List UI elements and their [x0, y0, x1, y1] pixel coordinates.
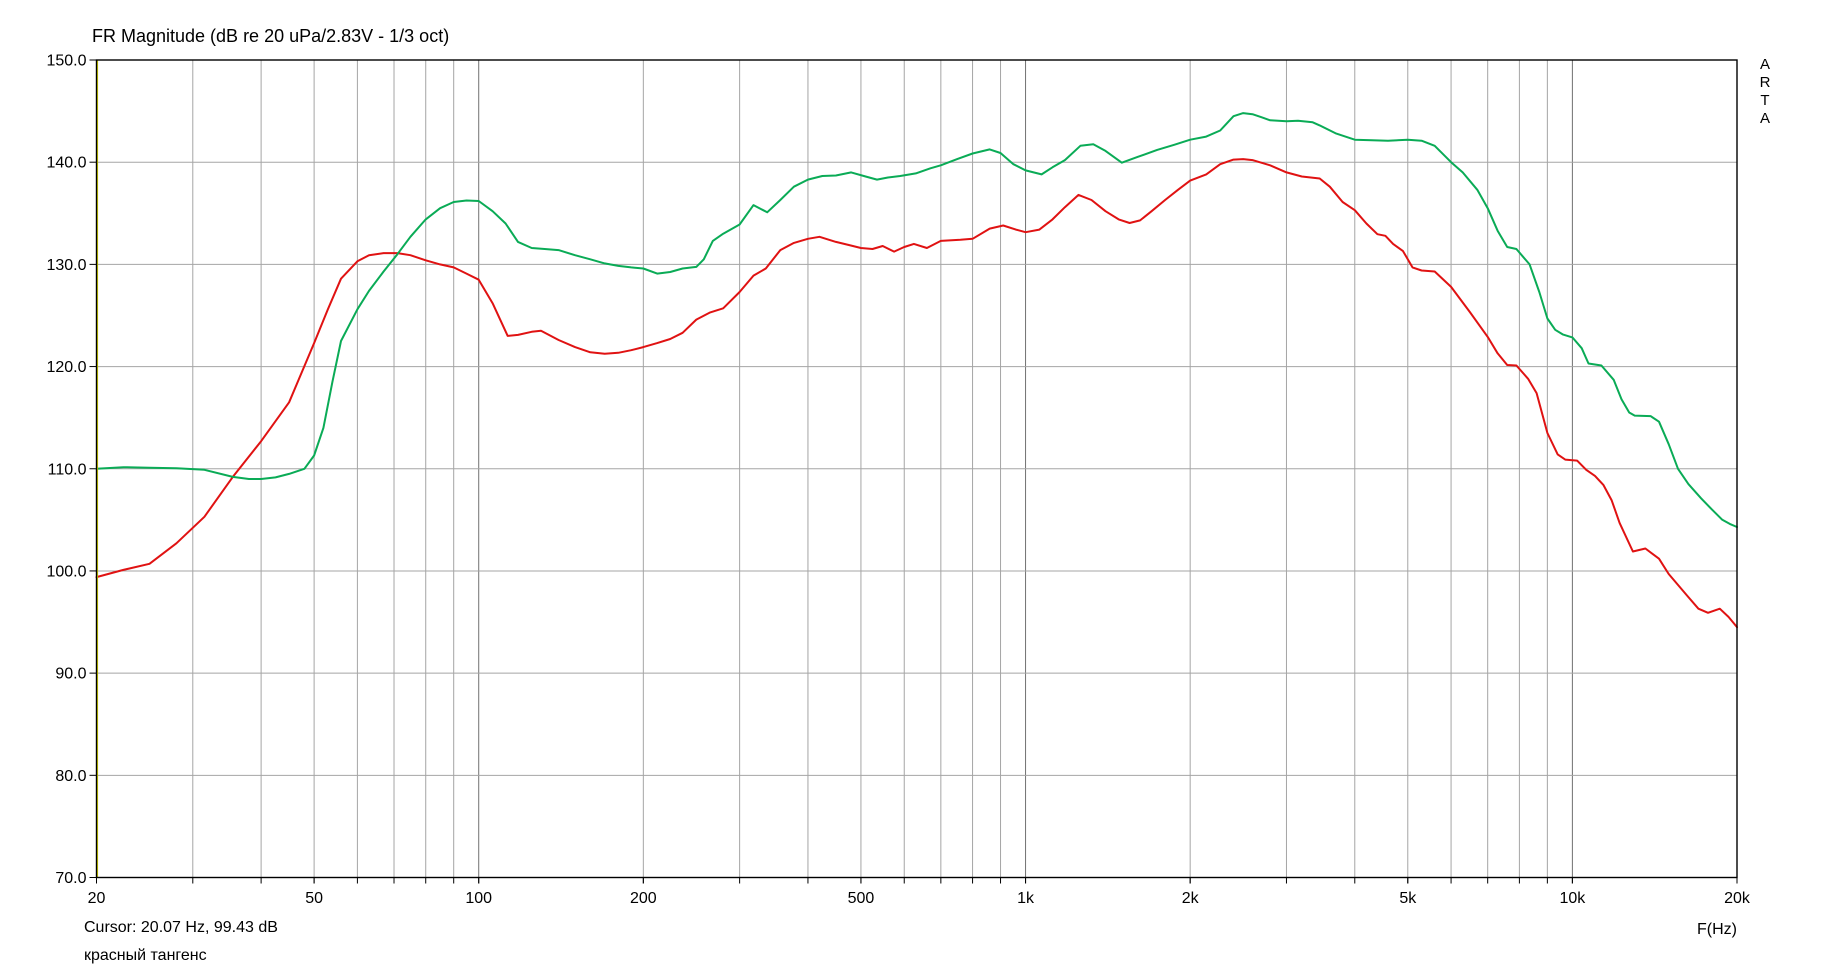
x-axis-tick-label: 1k [1017, 890, 1035, 907]
x-axis-tick-label: 2k [1182, 890, 1200, 907]
x-axis-tick-label: 50 [305, 890, 323, 907]
x-axis-unit-label: F(Hz) [1697, 921, 1737, 938]
x-axis-tick-label: 20 [88, 890, 106, 907]
x-axis-tick-label: 5k [1399, 890, 1417, 907]
y-axis-tick-label: 90.0 [55, 666, 86, 683]
green-curve [95, 112, 1738, 528]
y-axis-tick-label: 100.0 [46, 563, 86, 580]
x-axis-tick-label: 500 [848, 890, 875, 907]
red-curve [95, 158, 1738, 629]
y-axis-tick-label: 140.0 [46, 155, 86, 172]
cursor-readout: Cursor: 20.07 Hz, 99.43 dB [84, 919, 278, 936]
y-axis-tick-label: 110.0 [48, 461, 87, 478]
y-axis-tick-label: 70.0 [55, 870, 86, 887]
chart-title: FR Magnitude (dB re 20 uPa/2.83V - 1/3 o… [92, 26, 450, 46]
plot-frame [95, 59, 1738, 879]
x-axis-tick-label: 100 [465, 890, 492, 907]
x-axis-tick-label: 20k [1724, 890, 1751, 907]
y-axis-tick-label: 80.0 [55, 768, 86, 785]
y-axis-tick-label: 120.0 [46, 359, 86, 376]
y-axis-tick-label: 150.0 [46, 53, 86, 70]
x-axis-tick-label: 10k [1559, 890, 1586, 907]
series-label-note: красный тангенс [84, 947, 207, 964]
x-axis-tick-label: 200 [630, 890, 657, 907]
arta-watermark: A R T A [1759, 56, 1771, 127]
y-axis-tick-label: 130.0 [46, 257, 86, 274]
